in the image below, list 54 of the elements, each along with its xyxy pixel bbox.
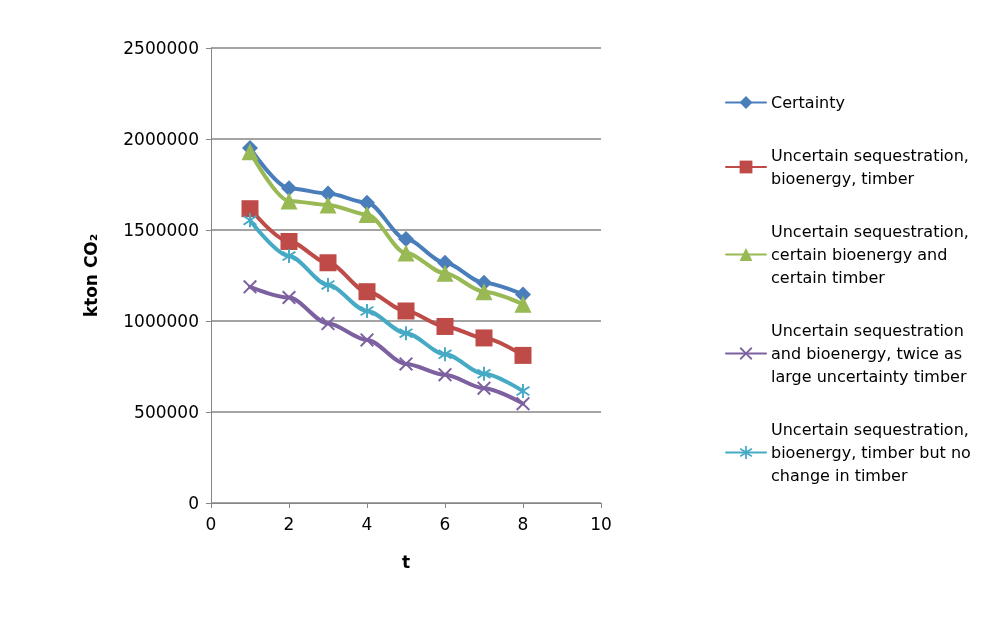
x-tick-label: 0 xyxy=(205,513,217,534)
x-tick-label: 6 xyxy=(439,513,451,534)
point xyxy=(477,366,491,381)
point xyxy=(359,194,375,211)
point xyxy=(397,302,415,320)
y-tick-label: 1500000 xyxy=(123,220,199,240)
point xyxy=(280,232,298,250)
y-tick-label: 2500000 xyxy=(123,38,199,58)
y-tick-label: 0 xyxy=(188,493,199,513)
point xyxy=(399,326,413,341)
point xyxy=(397,244,415,262)
point xyxy=(475,283,493,301)
legend-label: Uncertain sequestration and bioenergy, twice as large uncertainty timber xyxy=(771,321,967,386)
point xyxy=(437,254,453,271)
point xyxy=(477,381,491,396)
point xyxy=(514,346,532,364)
point xyxy=(360,303,374,318)
point xyxy=(516,396,530,411)
point xyxy=(438,347,452,362)
point xyxy=(436,317,454,335)
point xyxy=(319,196,337,214)
point xyxy=(241,143,259,161)
point xyxy=(281,180,297,197)
x-axis-title: t xyxy=(401,551,411,572)
point xyxy=(360,332,374,347)
point xyxy=(514,295,532,313)
y-tick-label: 2000000 xyxy=(123,129,199,149)
point xyxy=(241,200,259,218)
point xyxy=(321,277,335,292)
legend-label: Uncertain sequestration, bioenergy, timber but no change in timber xyxy=(771,420,971,485)
point xyxy=(438,367,452,382)
y-tick-label: 500000 xyxy=(134,402,199,422)
legend-label: Certainty xyxy=(771,93,845,112)
point xyxy=(358,206,376,224)
x-tick-label: 4 xyxy=(361,513,373,534)
x-tick-label: 10 xyxy=(590,513,612,534)
y-tick-label: 1000000 xyxy=(123,311,199,331)
point xyxy=(516,384,530,399)
point xyxy=(475,329,493,347)
point xyxy=(436,264,454,282)
point xyxy=(358,283,376,301)
point xyxy=(399,356,413,371)
point xyxy=(398,231,414,248)
legend-label: Uncertain sequestration, bioenergy, timber xyxy=(771,146,969,188)
point xyxy=(282,249,296,264)
legend-label: Uncertain sequestration, certain bioenergy and certain timber xyxy=(771,222,969,287)
point xyxy=(243,213,257,228)
point xyxy=(280,192,298,210)
x-tick-label: 2 xyxy=(283,513,295,534)
x-tick-label: 8 xyxy=(517,513,529,534)
point xyxy=(320,185,336,202)
y-axis-title: kton CO₂ xyxy=(80,233,101,318)
point xyxy=(243,279,257,294)
point xyxy=(319,254,337,272)
